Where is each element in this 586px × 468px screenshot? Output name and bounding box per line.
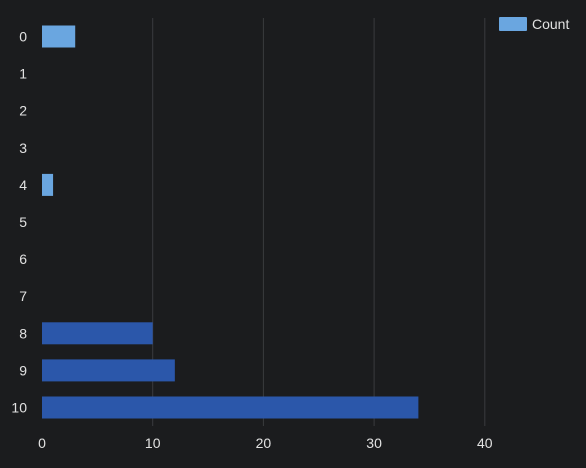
legend[interactable]: Count (499, 16, 569, 32)
y-tick-label: 0 (19, 29, 27, 45)
x-tick-label: 40 (477, 435, 493, 451)
bar-0[interactable] (42, 25, 76, 48)
y-tick-label: 2 (19, 103, 27, 119)
y-tick-label: 5 (19, 214, 27, 230)
y-tick-label: 4 (19, 177, 27, 193)
legend-swatch-count (499, 17, 527, 31)
bar-10[interactable] (42, 396, 419, 419)
y-tick-label: 1 (19, 66, 27, 82)
bar-4[interactable] (42, 173, 54, 196)
x-tick-label: 0 (38, 435, 46, 451)
y-tick-label: 9 (19, 362, 27, 378)
y-tick-label: 7 (19, 288, 27, 304)
y-tick-label: 6 (19, 251, 27, 267)
legend-label-count: Count (532, 16, 569, 32)
y-tick-label: 10 (11, 400, 27, 416)
y-axis-tick-labels: 0 1 2 3 4 5 6 7 8 9 10 (11, 29, 27, 416)
x-axis-tick-labels: 0 10 20 30 40 (38, 435, 493, 451)
x-tick-label: 10 (145, 435, 161, 451)
bar-8[interactable] (42, 322, 153, 345)
x-tick-label: 20 (256, 435, 272, 451)
grid-lines (152, 18, 486, 426)
bar-9[interactable] (42, 359, 175, 382)
bars (42, 25, 419, 419)
y-tick-label: 8 (19, 325, 27, 341)
x-tick-label: 30 (366, 435, 382, 451)
y-tick-label: 3 (19, 140, 27, 156)
